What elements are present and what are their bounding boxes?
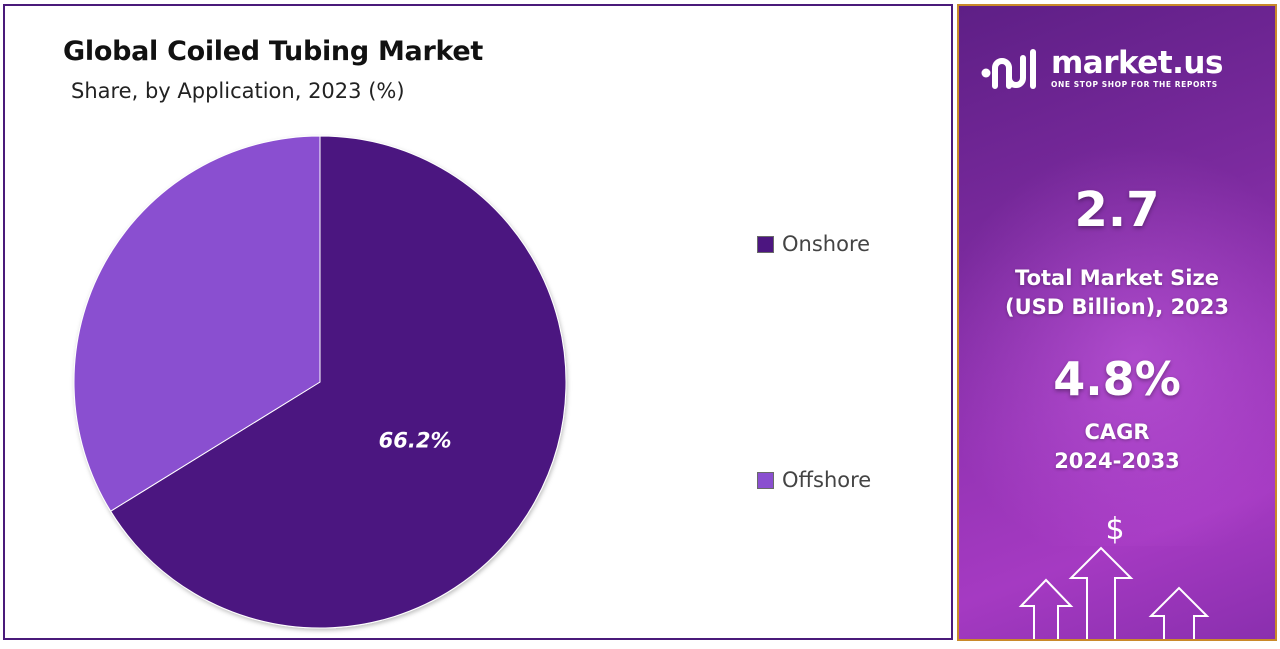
legend-swatch-onshore (757, 235, 774, 253)
growth-arrows-icon: $ (1018, 512, 1210, 639)
brand-logo: market.us ONE STOP SHOP FOR THE REPORTS (979, 46, 1223, 90)
pie-slice-offshore (73, 135, 321, 512)
legend-item-offshore: Offshore (757, 468, 871, 492)
legend-label-onshore: Onshore (782, 232, 871, 256)
legend-swatch-offshore (757, 471, 774, 489)
market-size-label-line2: (USD Billion), 2023 (1004, 295, 1230, 319)
cagr-label-line1: CAGR (1084, 420, 1150, 444)
dollar-icon: $ (1105, 512, 1124, 547)
legend-item-onshore: Onshore (757, 232, 870, 256)
market-size-value: 2.7 (1074, 182, 1160, 238)
market-us-logo-icon (981, 49, 1036, 89)
summary-sidebar: market.us ONE STOP SHOP FOR THE REPORTS … (957, 4, 1277, 641)
cagr-label-line2: 2024-2033 (1054, 449, 1180, 473)
legend-label-offshore: Offshore (782, 468, 872, 492)
chart-title: Global Coiled Tubing Market (63, 36, 484, 67)
cagr-value: 4.8% (1053, 352, 1181, 406)
brand-name: market.us (1051, 44, 1223, 81)
chart-panel: Global Coiled Tubing Market Share, by Ap… (3, 4, 953, 640)
brand-tagline: ONE STOP SHOP FOR THE REPORTS (1051, 79, 1218, 89)
market-size-label-line1: Total Market Size (1015, 266, 1219, 290)
pie-data-label-onshore: 66.2% (379, 429, 452, 453)
pie-slice-onshore (109, 135, 567, 629)
chart-subtitle: Share, by Application, 2023 (%) (71, 79, 405, 103)
pie-chart: 66.2% (73, 135, 567, 629)
